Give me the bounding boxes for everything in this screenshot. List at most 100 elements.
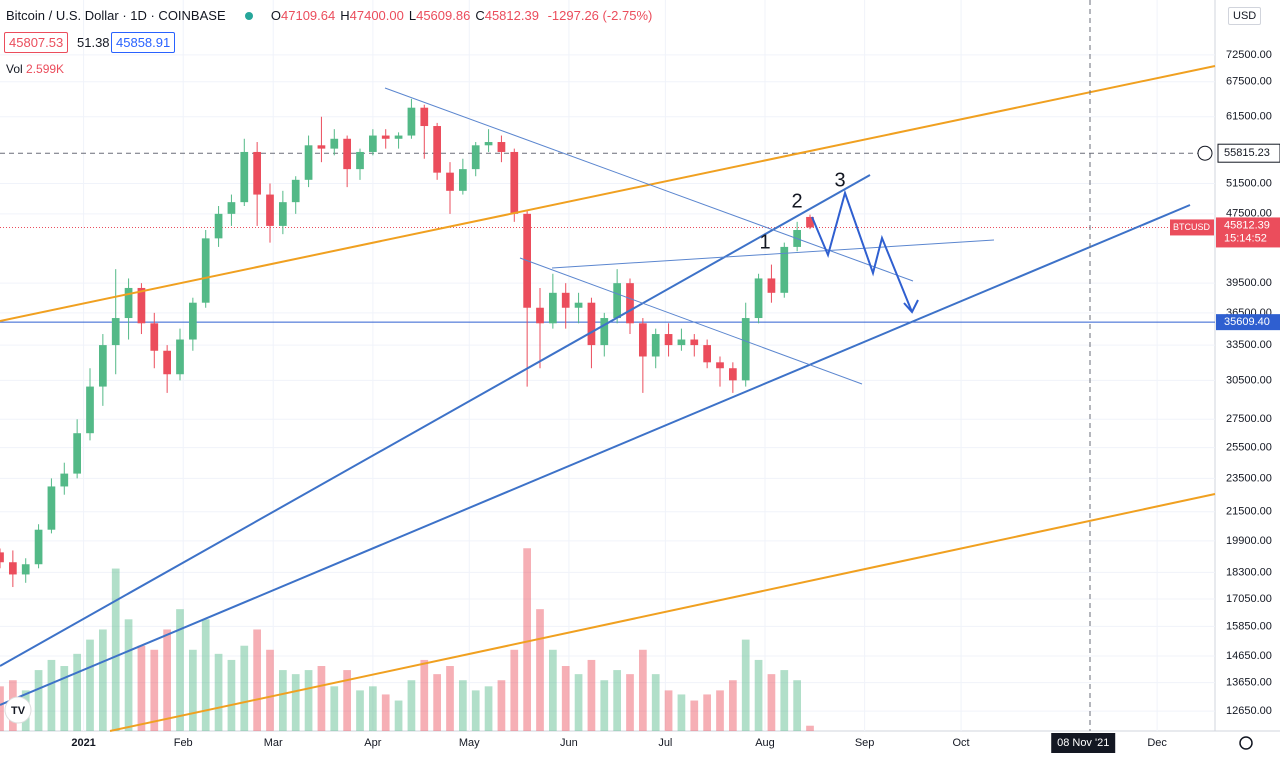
candle-body xyxy=(0,552,4,563)
volume-bar xyxy=(729,680,737,731)
volume-bar xyxy=(150,649,159,731)
ohlc-value: 47400.00 xyxy=(349,8,404,23)
candle-body xyxy=(201,238,210,303)
candle-body xyxy=(86,386,94,434)
volume-bar xyxy=(111,568,120,731)
volume-value: 2.599K xyxy=(26,62,65,76)
volume-bar xyxy=(703,694,711,731)
volume-bar xyxy=(754,659,763,731)
candle-body xyxy=(484,142,493,146)
volume-bar xyxy=(47,659,56,731)
candle-body xyxy=(561,292,570,308)
candle-body xyxy=(124,287,133,319)
candle-body xyxy=(420,107,429,127)
trend-line xyxy=(519,257,863,385)
volume-bar xyxy=(484,686,493,731)
candle-body xyxy=(549,292,557,324)
candle-body xyxy=(150,323,159,351)
y-tick-label: 17050.00 xyxy=(1226,593,1272,605)
x-tick-label: Mar xyxy=(264,737,283,749)
x-tick-label: Aug xyxy=(755,737,775,749)
candle-body xyxy=(446,172,454,191)
ohlc-value: 47109.64 xyxy=(281,8,336,23)
candle-body xyxy=(729,368,737,381)
y-tick-label: 51500.00 xyxy=(1226,177,1272,189)
trend-line xyxy=(0,204,1191,706)
candle-body xyxy=(600,318,609,346)
volume-bar xyxy=(420,659,429,731)
volume-bar xyxy=(304,670,313,731)
trend-line xyxy=(0,174,871,667)
volume-bar xyxy=(793,680,801,731)
volume-bar xyxy=(651,674,660,731)
currency-select[interactable]: USD xyxy=(1228,7,1262,25)
price-axis-bg xyxy=(1215,0,1280,761)
candle-body xyxy=(536,307,544,324)
volume-bar xyxy=(291,674,300,731)
volume-bar xyxy=(471,690,480,731)
symbol-tag xyxy=(1170,219,1214,236)
volume-legend: Vol 2.599K xyxy=(6,62,64,76)
ohlc-value: 45609.86 xyxy=(416,8,471,23)
axes: 12650.00 13650.00 14650.00 15850.00 17050.00… xyxy=(71,49,1280,753)
volume-bar xyxy=(253,629,261,731)
volume-bar xyxy=(407,680,416,731)
volume-bar xyxy=(459,680,467,731)
candle-body xyxy=(330,138,339,149)
volume-bar xyxy=(266,649,274,731)
candle-body xyxy=(754,278,763,319)
candle-body xyxy=(356,151,364,170)
ohlc: O47109.64 H47400.00 L45609.86 C45812.39 xyxy=(271,8,544,23)
arrow-head xyxy=(903,299,919,314)
candle-body xyxy=(716,362,724,369)
volume-bar xyxy=(626,674,634,731)
volume-bar xyxy=(664,690,673,731)
candle-body xyxy=(99,345,107,387)
candle-body xyxy=(433,126,441,173)
level-tag xyxy=(1216,314,1280,331)
candle-body xyxy=(510,151,519,214)
candle-body xyxy=(690,339,699,346)
volume-bar xyxy=(99,629,107,731)
y-tick-label: 39500.00 xyxy=(1226,277,1272,289)
candle-body xyxy=(381,135,390,139)
candle-body xyxy=(369,135,377,152)
symbol-label: BTCUSD xyxy=(1173,222,1211,232)
y-tick-label: 19900.00 xyxy=(1226,535,1272,547)
candle-body xyxy=(189,302,197,340)
volume-bar xyxy=(60,666,69,731)
candle-body xyxy=(137,287,146,324)
volume-bar xyxy=(356,690,364,731)
candle-body xyxy=(741,318,750,381)
y-tick-label: 33500.00 xyxy=(1226,339,1272,351)
symbol-title: Bitcoin / U.S. Dollar · 1D · COINBASE xyxy=(6,8,226,23)
status-dot xyxy=(245,12,254,20)
candle-body xyxy=(459,169,467,191)
candle-body xyxy=(266,194,274,226)
candle-body xyxy=(227,202,236,214)
volume-bar xyxy=(549,649,557,731)
y-tick-label: 25500.00 xyxy=(1226,442,1272,454)
volume-bar xyxy=(394,700,403,731)
x-tick-label: Feb xyxy=(174,737,193,749)
candle-body xyxy=(163,350,171,375)
settings-icon[interactable] xyxy=(1239,736,1253,750)
bid-box[interactable]: 45807.53 xyxy=(4,32,69,53)
candle-body xyxy=(304,145,313,180)
drawings xyxy=(0,0,1216,732)
level-label: 35609.40 xyxy=(1224,316,1270,328)
candle-body xyxy=(47,486,56,530)
candle-body xyxy=(780,246,789,293)
volume-bar xyxy=(523,548,531,731)
y-tick-label: 27500.00 xyxy=(1226,413,1272,425)
volume-bar xyxy=(446,666,454,731)
candle-body xyxy=(767,278,776,293)
volume-bar xyxy=(240,645,249,731)
last-price-tag xyxy=(1216,217,1280,248)
ask-box[interactable]: 45858.91 xyxy=(111,32,176,53)
candle-body xyxy=(664,334,673,346)
countdown-label: 15:14:52 xyxy=(1224,232,1267,244)
volume-bar xyxy=(806,725,814,731)
candle-body xyxy=(613,283,621,319)
